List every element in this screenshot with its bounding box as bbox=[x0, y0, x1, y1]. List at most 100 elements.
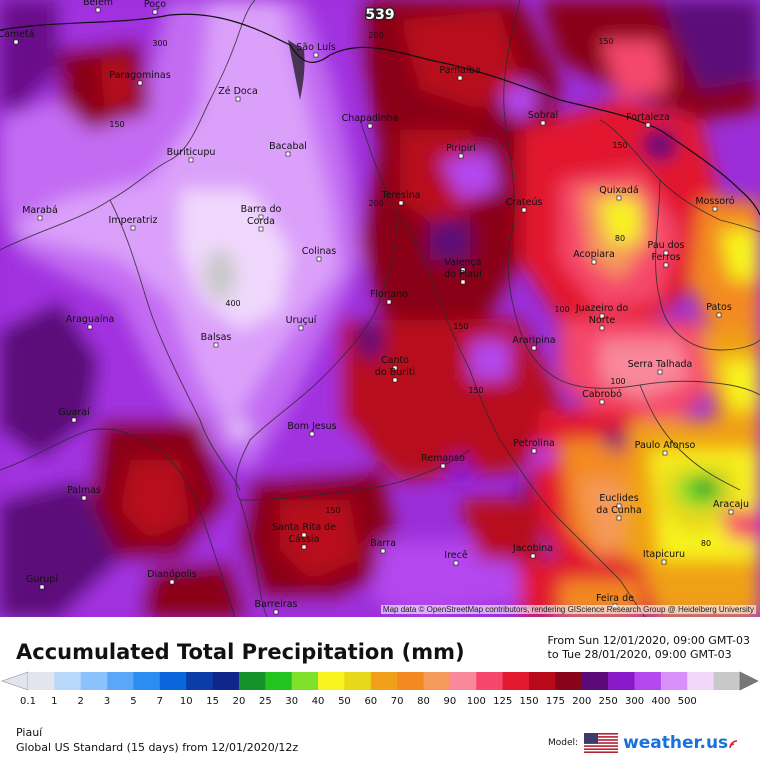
city-label: Palmas bbox=[67, 485, 101, 496]
city-marker bbox=[661, 559, 667, 565]
city-marker bbox=[386, 299, 392, 305]
city-marker bbox=[521, 207, 527, 213]
precipitation-map[interactable]: 300 150 200 150 200 400 150 100 80 150 150 100 150 80… bbox=[0, 0, 760, 617]
city-label: Barra bbox=[370, 538, 396, 549]
city-label: São Luís bbox=[296, 42, 335, 53]
city-marker bbox=[137, 80, 143, 86]
city-marker bbox=[460, 279, 466, 285]
colorbar-swatch bbox=[186, 672, 213, 690]
city-label: Santa Rita de bbox=[272, 522, 336, 533]
colorbar-tick-label: 90 bbox=[443, 696, 457, 707]
colorbar-swatch bbox=[54, 672, 82, 690]
city-label: Chapadinha bbox=[342, 113, 399, 124]
colorbar-swatch bbox=[713, 672, 741, 690]
colorbar-tick-label: 300 bbox=[624, 696, 645, 707]
city-label: Norte bbox=[589, 315, 616, 326]
city-label: Gurupi bbox=[26, 574, 58, 585]
city-label: Itapicuru bbox=[643, 549, 685, 560]
city-marker bbox=[87, 324, 93, 330]
city-label: Teresina bbox=[380, 190, 420, 201]
city-label: Zé Doca bbox=[218, 86, 258, 97]
contour-label: 200 bbox=[368, 31, 383, 40]
city-marker bbox=[599, 313, 605, 319]
map-attribution: Map data © OpenStreetMap contributors, r… bbox=[380, 605, 756, 614]
city-label: Acopiara bbox=[573, 249, 615, 260]
city-marker bbox=[662, 450, 668, 456]
city-label: Crateús bbox=[506, 197, 543, 208]
period-from: From Sun 12/01/2020, 09:00 GMT-03 bbox=[547, 634, 750, 647]
city-marker bbox=[591, 259, 597, 265]
contour-label: 150 bbox=[109, 120, 124, 129]
colorbar-swatch bbox=[608, 672, 635, 690]
value-badge: 539 bbox=[364, 6, 396, 25]
city-marker bbox=[398, 200, 404, 206]
signal-waves-icon bbox=[729, 740, 738, 749]
city-label: Cássia bbox=[289, 534, 320, 545]
city-marker bbox=[440, 463, 446, 469]
city-marker bbox=[313, 52, 319, 58]
colorbar-tick-label: 400 bbox=[651, 696, 671, 707]
region-name: Piauí bbox=[16, 726, 43, 739]
city-marker bbox=[285, 151, 291, 157]
contour-label: 150 bbox=[325, 506, 340, 515]
city-label: Colinas bbox=[302, 246, 337, 257]
city-label: Cabrobó bbox=[582, 389, 622, 400]
city-label: da Cunha bbox=[596, 505, 641, 516]
city-labels: Belém Poço Cametá Paragominas Zé Doca São Luí… bbox=[0, 0, 749, 615]
model-branding[interactable]: Model: weather.us bbox=[548, 732, 740, 754]
city-marker bbox=[616, 195, 622, 201]
state-borders bbox=[0, 0, 760, 617]
city-label: Poço bbox=[144, 0, 166, 10]
colorbar-tick-label: 15 bbox=[206, 696, 219, 707]
city-marker bbox=[169, 579, 175, 585]
city-label: Patos bbox=[706, 302, 732, 313]
city-marker bbox=[457, 75, 463, 81]
city-label: Guaraí bbox=[58, 407, 90, 418]
city-label: Pau dos bbox=[648, 240, 685, 251]
city-marker bbox=[130, 225, 136, 231]
brand-name[interactable]: weather.us bbox=[623, 733, 729, 753]
city-marker bbox=[716, 312, 722, 318]
city-label: Fortaleza bbox=[626, 112, 670, 123]
colorbar-swatch bbox=[502, 672, 530, 690]
color-scale bbox=[1, 671, 759, 691]
city-label: Jacobina bbox=[512, 543, 553, 554]
colorbar-swatch bbox=[107, 672, 134, 690]
island-sao-luis bbox=[288, 40, 305, 100]
city-marker bbox=[309, 431, 315, 437]
city-label: Paragominas bbox=[109, 70, 170, 81]
time-period: From Sun 12/01/2020, 09:00 GMT-03 to Tue… bbox=[548, 634, 750, 662]
colorbar-swatch bbox=[687, 672, 714, 690]
city-label: Cametá bbox=[0, 29, 35, 40]
colorbar-tick-label: 0.1 bbox=[20, 696, 36, 707]
city-label: do Piauí bbox=[444, 269, 482, 280]
colorbar-tick-label: 175 bbox=[545, 696, 565, 707]
colorbar-swatch bbox=[529, 672, 556, 690]
colorbar-tick-label: 500 bbox=[677, 696, 697, 707]
city-marker bbox=[453, 560, 459, 566]
city-label: do Buriti bbox=[375, 367, 415, 378]
contour-labels: 300 150 200 150 200 400 150 100 80 150 150 100 150 80 bbox=[109, 31, 711, 548]
contour-label: 80 bbox=[701, 539, 711, 548]
city-marker bbox=[599, 325, 605, 331]
city-marker bbox=[367, 123, 373, 129]
colorbar-swatch bbox=[159, 672, 187, 690]
coastline bbox=[0, 13, 760, 216]
city-marker bbox=[540, 120, 546, 126]
colorbar-swatch bbox=[370, 672, 398, 690]
colorbar-tick-label: 100 bbox=[466, 696, 486, 707]
colorbar-tick-label: 150 bbox=[519, 696, 539, 707]
city-marker bbox=[39, 584, 45, 590]
colorbar-swatch bbox=[291, 672, 319, 690]
contour-label: 100 bbox=[610, 377, 625, 386]
city-marker bbox=[392, 365, 398, 371]
city-marker bbox=[273, 609, 279, 615]
colorbar-swatch bbox=[397, 672, 424, 690]
city-label: Uruçuí bbox=[286, 315, 317, 326]
city-label: Mossoró bbox=[695, 196, 734, 207]
city-marker bbox=[301, 532, 307, 538]
city-marker bbox=[728, 509, 734, 515]
contour-label: 80 bbox=[615, 234, 625, 243]
colorbar-tick-label: 2 bbox=[77, 696, 84, 707]
city-marker bbox=[301, 544, 307, 550]
